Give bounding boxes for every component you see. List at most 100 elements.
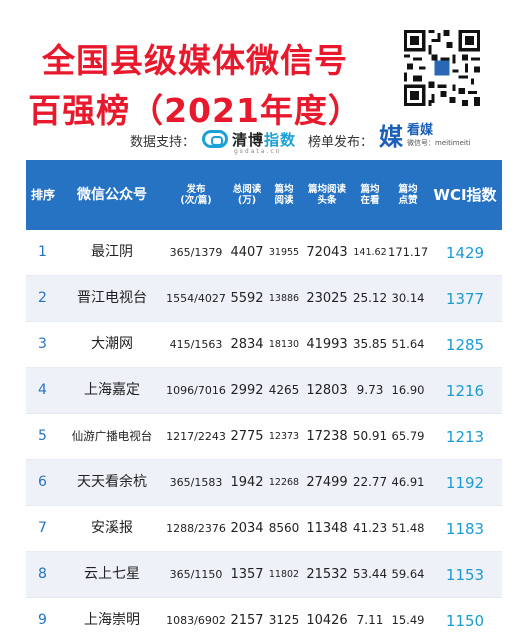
avg-likes-cell: 51.48 bbox=[391, 520, 425, 535]
avg-reads-cell: 8560 bbox=[268, 521, 300, 536]
account-cell: 晋江电视台 bbox=[77, 290, 147, 307]
avg-reads-cell: 18130 bbox=[268, 338, 300, 350]
wci-cell: 1285 bbox=[445, 335, 485, 354]
avg-reads-cell: 4265 bbox=[268, 383, 300, 398]
account-cell: 上海嘉定 bbox=[84, 382, 140, 399]
posts-cell: 365/1379 bbox=[169, 245, 223, 259]
avg-likes-cell: 16.90 bbox=[391, 382, 425, 397]
table-row: 8 云上七星 365/1150 1357 11802 21532 53.44 5… bbox=[26, 552, 502, 598]
total-reads-cell: 2157 bbox=[230, 612, 264, 628]
avg-looking-cell: 22.77 bbox=[352, 475, 388, 490]
account-cell: 最江阴 bbox=[91, 244, 133, 261]
table-row: 4 上海嘉定 1096/7016 2992 4265 12803 9.73 16… bbox=[26, 368, 502, 414]
header-avg-reads: 篇均 阅读 bbox=[274, 183, 294, 206]
kanmei-logo: 媒 看媒 微信号：meitimeiti bbox=[378, 124, 471, 152]
avg-likes-cell: 46.91 bbox=[391, 474, 425, 489]
total-reads-cell: 2775 bbox=[230, 428, 264, 444]
avg-head-reads-cell: 72043 bbox=[306, 244, 348, 260]
avg-head-reads-cell: 10426 bbox=[306, 612, 348, 628]
wci-cell: 1192 bbox=[445, 473, 485, 492]
avg-head-reads-cell: 12803 bbox=[306, 382, 348, 398]
avg-looking-cell: 141.62 bbox=[353, 246, 387, 258]
header-avg-head-reads: 篇均阅读 头条 bbox=[307, 183, 346, 206]
avg-reads-cell: 13886 bbox=[268, 292, 300, 304]
rank-cell: 6 bbox=[38, 474, 47, 491]
rank-cell: 3 bbox=[38, 336, 47, 353]
page-title-line-2: 百强榜（2021年度） bbox=[28, 91, 362, 130]
total-reads-cell: 2834 bbox=[230, 336, 264, 352]
table-row: 7 安溪报 1288/2376 2034 8560 11348 41.23 51… bbox=[26, 506, 502, 552]
rank-cell: 5 bbox=[38, 428, 47, 445]
rank-cell: 9 bbox=[38, 612, 47, 629]
qingbo-url: gsdata.cn bbox=[234, 148, 282, 155]
header-avg-likes: 篇均 点赞 bbox=[398, 183, 418, 206]
rank-cell: 8 bbox=[38, 566, 47, 583]
qingbo-name-2: 指数 bbox=[264, 130, 297, 149]
avg-reads-cell: 12373 bbox=[268, 430, 300, 442]
qingbo-name: 清博 bbox=[232, 130, 265, 149]
avg-reads-cell: 3125 bbox=[268, 613, 300, 628]
rank-cell: 2 bbox=[38, 290, 47, 307]
avg-likes-cell: 65.79 bbox=[391, 428, 425, 443]
rank-cell: 4 bbox=[38, 382, 47, 399]
avg-looking-cell: 9.73 bbox=[356, 383, 384, 398]
header-posts: 发布 (次/篇) bbox=[180, 183, 212, 206]
table-row: 1 最江阴 365/1379 4407 31955 72043 141.62 1… bbox=[26, 230, 502, 276]
credits-bar: 数据支持： 清博指数 gsdata.cn 榜单发布： 媒 看媒 微信号：meit… bbox=[0, 124, 528, 156]
wci-cell: 1183 bbox=[445, 519, 485, 538]
total-reads-cell: 1357 bbox=[230, 566, 264, 582]
total-reads-cell: 1942 bbox=[230, 474, 264, 490]
avg-likes-cell: 59.64 bbox=[391, 566, 425, 581]
wci-cell: 1216 bbox=[445, 381, 485, 400]
table-header: 排序 微信公众号 发布 (次/篇) 总阅读 (万) 篇均 阅读 篇均阅读 头条 篇均 在看… bbox=[26, 160, 502, 230]
avg-looking-cell: 7.11 bbox=[356, 613, 384, 628]
avg-reads-cell: 12268 bbox=[268, 476, 300, 488]
publish-label: 榜单发布： bbox=[308, 135, 374, 150]
account-cell: 安溪报 bbox=[91, 520, 133, 537]
avg-likes-cell: 15.49 bbox=[391, 612, 425, 627]
account-cell: 仙游广播电视台 bbox=[71, 428, 153, 443]
avg-reads-cell: 11802 bbox=[268, 568, 300, 580]
total-reads-cell: 4407 bbox=[230, 244, 264, 260]
table-row: 6 天天看余杭 365/1583 1942 12268 27499 22.77 … bbox=[26, 460, 502, 506]
avg-likes-cell: 30.14 bbox=[391, 290, 425, 305]
avg-reads-cell: 31955 bbox=[268, 246, 300, 258]
total-reads-cell: 5592 bbox=[230, 290, 264, 306]
avg-looking-cell: 35.85 bbox=[352, 337, 388, 352]
avg-head-reads-cell: 11348 bbox=[306, 520, 348, 536]
wci-cell: 1150 bbox=[445, 611, 485, 630]
table-row: 2 晋江电视台 1554/4027 5592 13886 23025 25.12… bbox=[26, 276, 502, 322]
avg-likes-cell: 51.64 bbox=[391, 336, 425, 351]
header-wci: WCI指数 bbox=[433, 186, 497, 204]
posts-cell: 365/1583 bbox=[169, 475, 223, 489]
avg-head-reads-cell: 23025 bbox=[306, 290, 348, 306]
header-total-reads: 总阅读 (万) bbox=[232, 183, 262, 206]
wci-cell: 1429 bbox=[445, 243, 485, 262]
avg-head-reads-cell: 21532 bbox=[306, 566, 348, 582]
data-support-label: 数据支持： bbox=[130, 135, 196, 150]
header-account: 微信公众号 bbox=[77, 186, 147, 203]
wci-cell: 1153 bbox=[445, 565, 485, 584]
table-row: 3 大潮网 415/1563 2834 18130 41993 35.85 51… bbox=[26, 322, 502, 368]
avg-head-reads-cell: 27499 bbox=[306, 474, 348, 490]
posts-cell: 1096/7016 bbox=[166, 383, 226, 397]
account-cell: 天天看余杭 bbox=[77, 474, 147, 491]
kanmei-mark-icon: 媒 bbox=[379, 123, 403, 151]
avg-looking-cell: 50.91 bbox=[352, 429, 388, 444]
kanmei-name: 看媒 bbox=[407, 123, 434, 138]
total-reads-cell: 2992 bbox=[230, 382, 264, 398]
avg-head-reads-cell: 17238 bbox=[306, 428, 348, 444]
account-cell: 大潮网 bbox=[91, 336, 133, 353]
header-avg-looking: 篇均 在看 bbox=[360, 183, 380, 206]
avg-looking-cell: 25.12 bbox=[352, 291, 388, 306]
kanmei-wechat: 微信号：meitimeiti bbox=[407, 139, 471, 147]
avg-head-reads-cell: 41993 bbox=[306, 336, 348, 352]
posts-cell: 365/1150 bbox=[169, 567, 223, 581]
ranking-table: 排序 微信公众号 发布 (次/篇) 总阅读 (万) 篇均 阅读 篇均阅读 头条 篇均 在看… bbox=[26, 160, 502, 638]
table-row: 9 上海崇明 1083/6902 2157 3125 10426 7.11 15… bbox=[26, 598, 502, 638]
wci-cell: 1377 bbox=[445, 289, 485, 308]
qingbo-ring-icon bbox=[202, 130, 228, 148]
posts-cell: 415/1563 bbox=[169, 337, 223, 351]
avg-looking-cell: 41.23 bbox=[352, 521, 388, 536]
posts-cell: 1554/4027 bbox=[166, 291, 226, 305]
